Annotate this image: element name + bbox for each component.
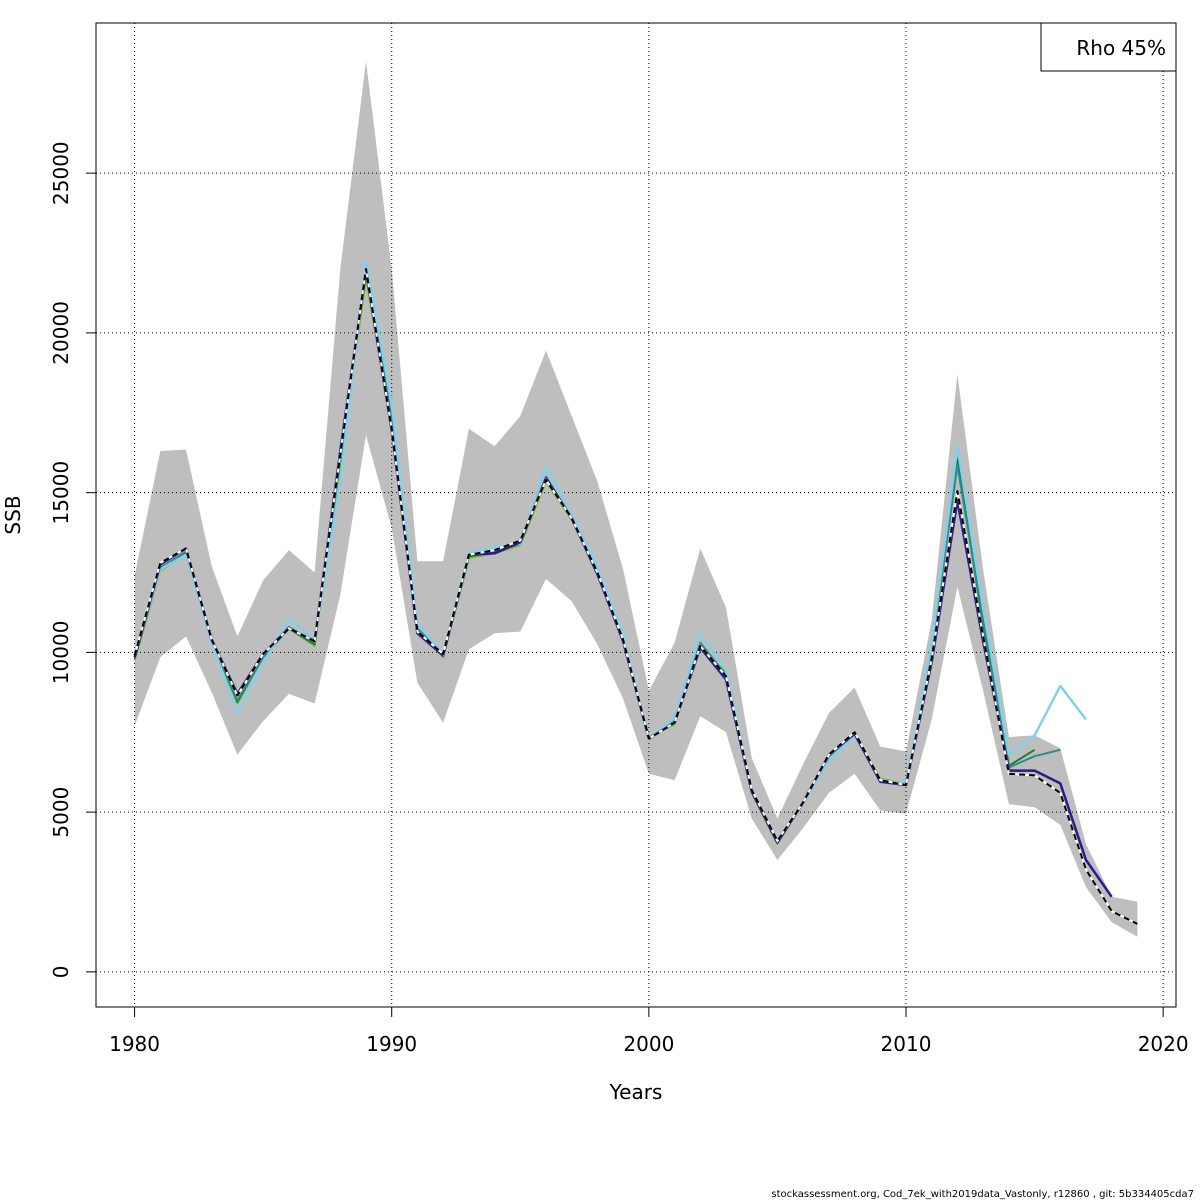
y-tick-label: 25000: [49, 141, 73, 205]
x-axis-title: Years: [609, 1080, 663, 1104]
series-line-final: [133, 268, 1138, 925]
grid-layer: [96, 23, 1176, 1007]
plot-frame: [95, 22, 1177, 1008]
x-tick-label: 1990: [366, 1032, 417, 1056]
series-line-peel-2017: [133, 259, 1087, 843]
y-tick-label: 0: [49, 965, 73, 978]
y-tick-label: 10000: [49, 621, 73, 685]
y-tick-label: 15000: [49, 461, 73, 525]
series-layer: [133, 259, 1138, 925]
footer-note: stockassessment.org, Cod_7ek_with2019dat…: [771, 1189, 1194, 1200]
x-tick-label: 1980: [109, 1032, 160, 1056]
legend-label: Rho 45%: [1076, 36, 1166, 60]
x-tick-label: 2000: [623, 1032, 674, 1056]
y-axis-title: SSB: [1, 495, 25, 534]
confidence-band-layer: [134, 61, 1138, 937]
legend-frame: [1040, 22, 1177, 72]
x-tick-label: 2020: [1138, 1032, 1189, 1056]
x-tick-label: 2010: [881, 1032, 932, 1056]
y-tick-label: 20000: [49, 301, 73, 365]
confidence-band: [134, 61, 1138, 937]
legend-box: Rho 45%: [1040, 22, 1177, 72]
axis-layer: 1980 1990 2000 2010 2020 0 5000 10000 15000 20000…: [49, 141, 1189, 1056]
y-tick-label: 5000: [49, 787, 73, 838]
